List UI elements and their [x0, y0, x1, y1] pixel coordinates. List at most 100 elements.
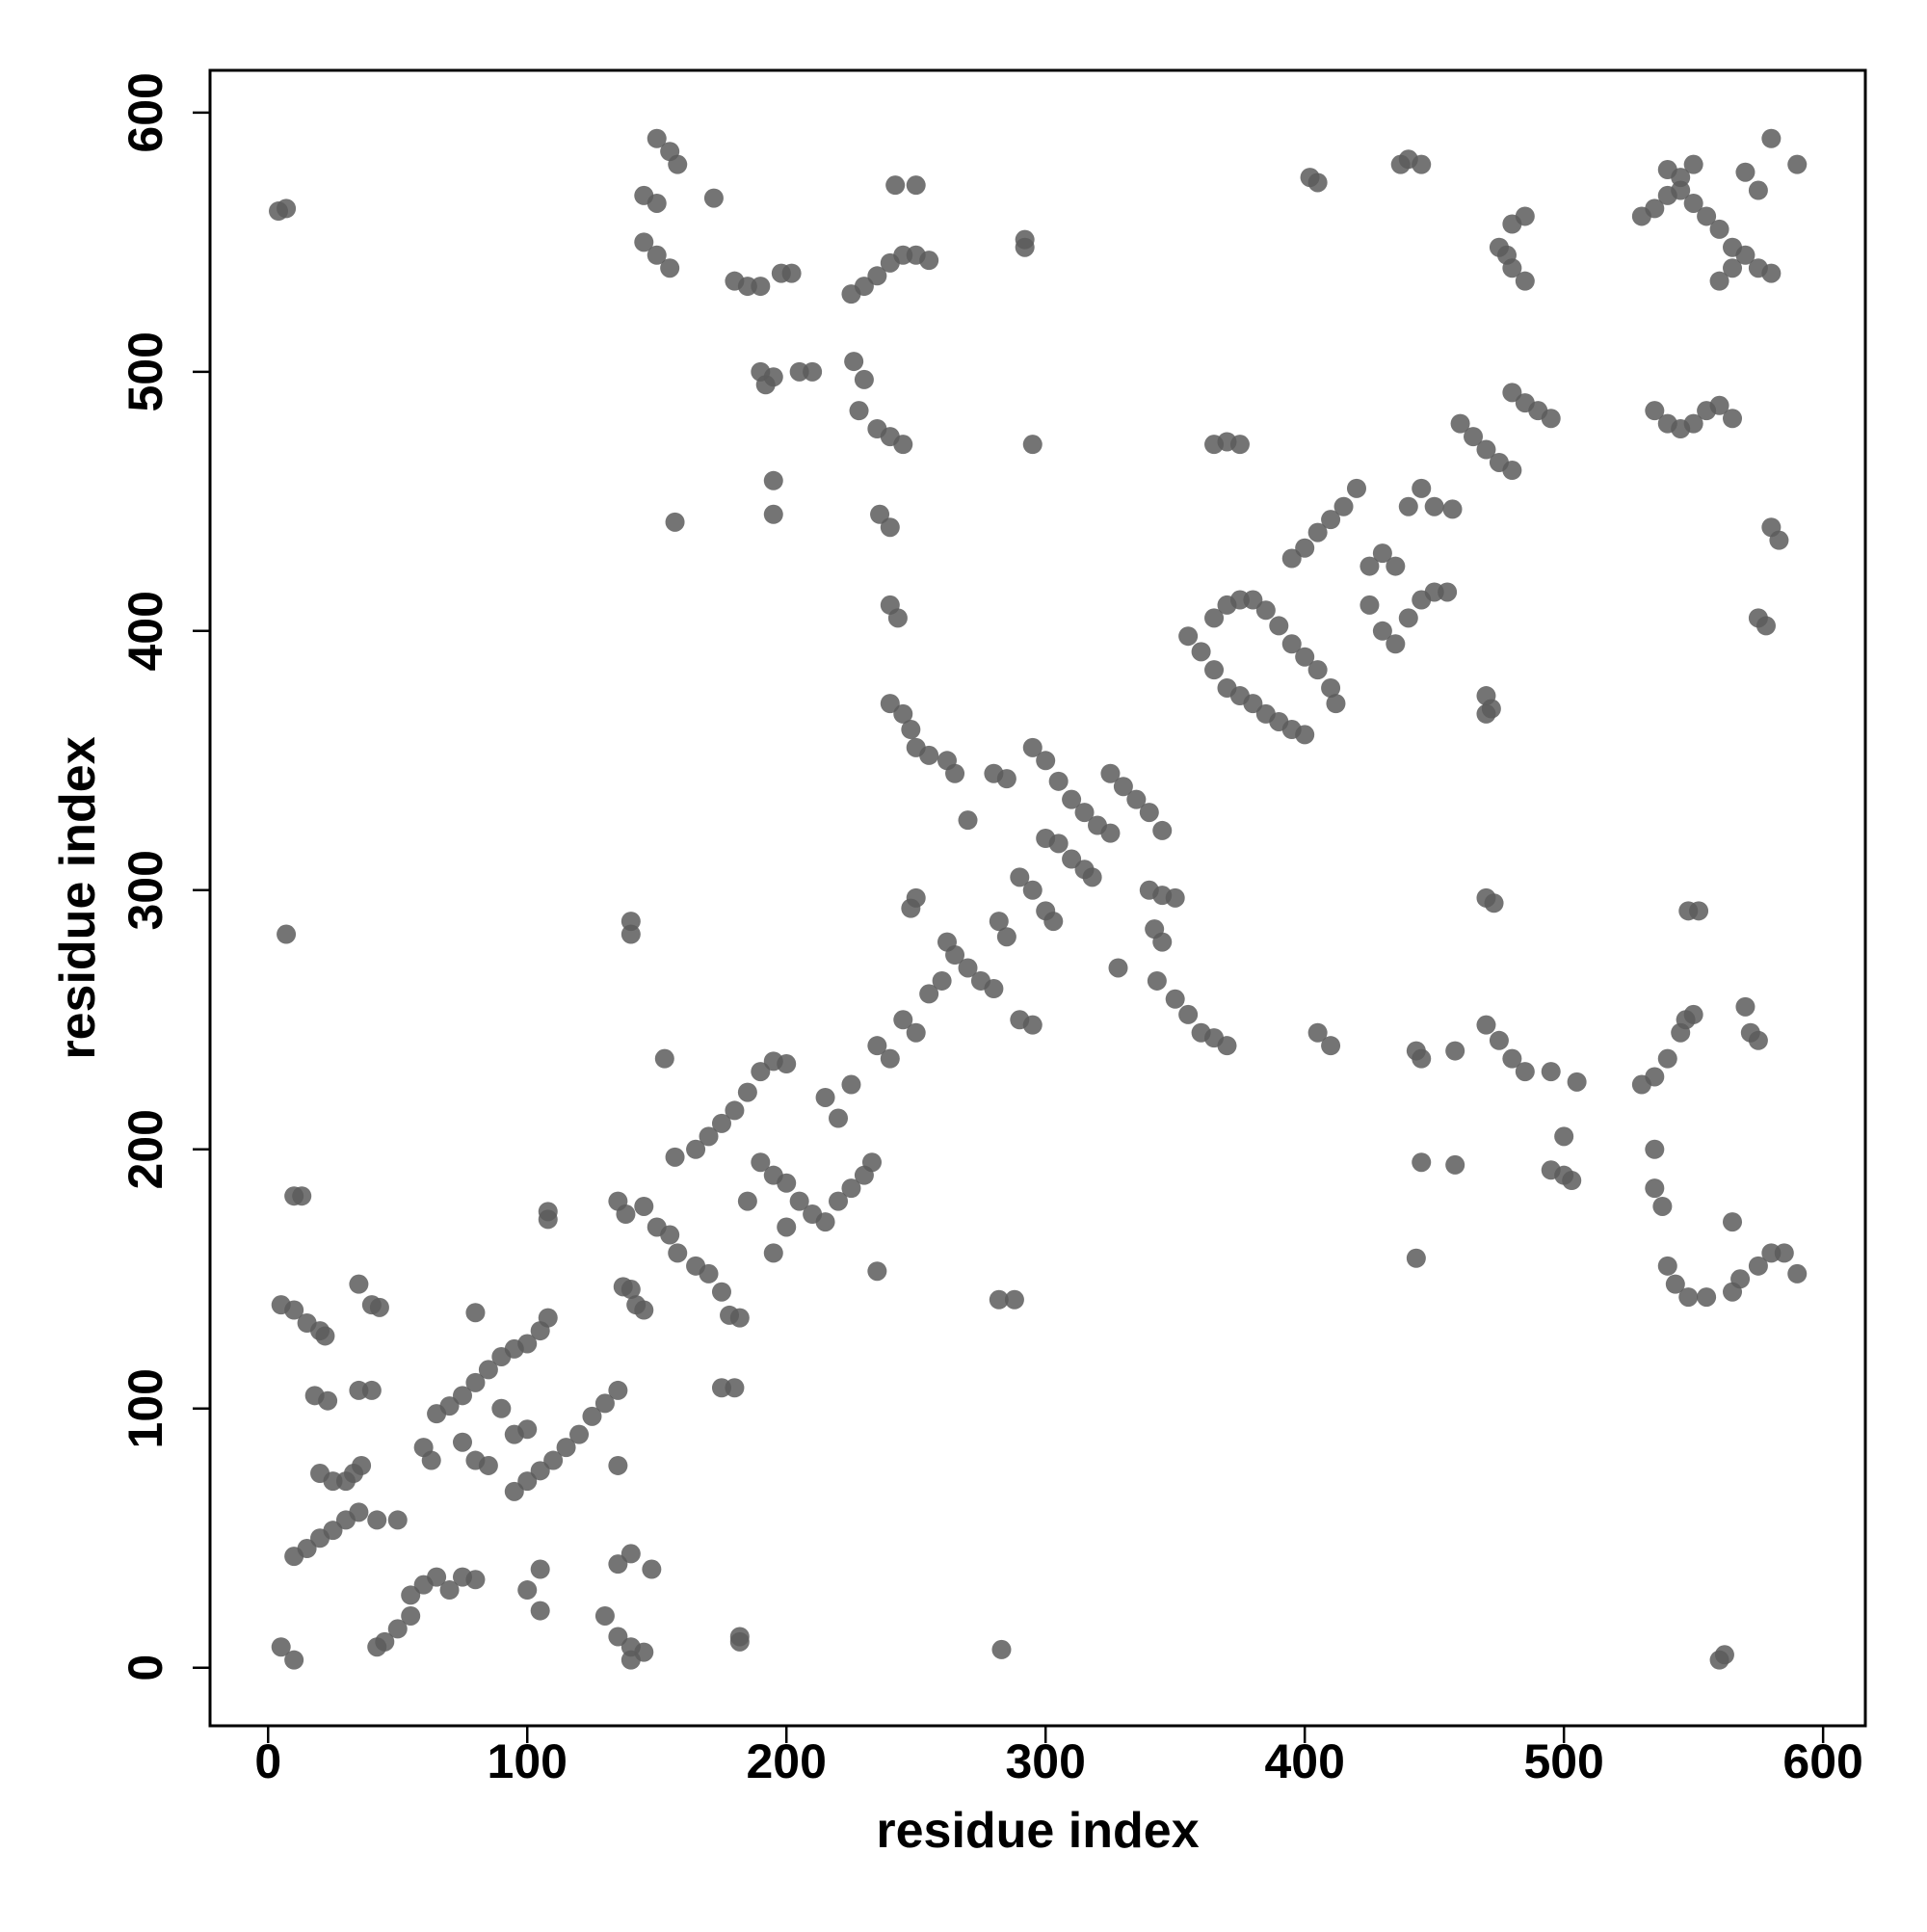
point	[737, 1082, 757, 1102]
point	[1165, 989, 1185, 1009]
point	[958, 810, 978, 831]
point	[1515, 206, 1535, 226]
point	[1178, 1004, 1199, 1024]
point	[1697, 206, 1717, 226]
point	[634, 1196, 654, 1216]
point	[620, 1544, 641, 1564]
point	[1723, 1212, 1743, 1232]
point	[1476, 439, 1496, 460]
point	[1243, 590, 1263, 610]
point	[1515, 1062, 1535, 1082]
point	[1554, 1126, 1574, 1147]
point	[1445, 1154, 1465, 1175]
point	[1683, 154, 1703, 174]
point	[789, 1191, 809, 1211]
point	[1307, 522, 1328, 543]
point	[751, 277, 771, 297]
point	[919, 745, 939, 765]
point	[284, 1650, 304, 1670]
y-tick-label: 0	[119, 1654, 172, 1681]
point	[349, 1502, 369, 1522]
point	[1165, 887, 1185, 908]
x-tick-label: 200	[747, 1734, 827, 1788]
point	[849, 401, 869, 421]
point	[996, 927, 1016, 947]
point	[991, 1639, 1012, 1659]
point	[1748, 180, 1768, 200]
point	[1697, 1287, 1717, 1308]
point	[1450, 413, 1470, 434]
point	[989, 1289, 1009, 1310]
point	[829, 1108, 849, 1128]
point	[867, 1036, 887, 1056]
point	[1147, 970, 1167, 991]
point	[1015, 229, 1035, 250]
point	[1281, 634, 1302, 654]
point	[867, 266, 887, 286]
point	[1022, 1015, 1043, 1035]
point	[465, 1570, 486, 1590]
point	[815, 1212, 835, 1232]
point	[538, 1209, 558, 1230]
point	[1126, 789, 1147, 809]
point	[1652, 1196, 1673, 1216]
point	[538, 1308, 558, 1328]
point	[1541, 409, 1561, 429]
point	[996, 769, 1016, 789]
point	[945, 763, 965, 783]
point	[1139, 803, 1159, 823]
point	[439, 1580, 460, 1601]
point	[1502, 461, 1522, 481]
point	[1386, 634, 1406, 654]
point	[1372, 543, 1392, 564]
point	[1398, 496, 1418, 516]
point	[1074, 803, 1095, 823]
point	[1022, 880, 1043, 900]
point	[367, 1637, 387, 1657]
point	[665, 512, 685, 532]
point	[1678, 1287, 1699, 1308]
point	[1730, 1269, 1751, 1289]
point	[1755, 616, 1776, 636]
point	[530, 1601, 550, 1621]
point	[841, 1074, 861, 1095]
point	[323, 1471, 343, 1492]
point	[699, 1263, 719, 1284]
point	[729, 1308, 750, 1328]
point	[582, 1406, 602, 1426]
point	[803, 361, 823, 382]
point	[387, 1619, 408, 1639]
x-tick-label: 0	[254, 1734, 281, 1788]
point	[1562, 1171, 1582, 1191]
point	[594, 1393, 615, 1414]
point	[1645, 401, 1665, 421]
point	[1346, 478, 1366, 498]
point	[318, 1390, 338, 1411]
point	[594, 1605, 615, 1626]
point	[1438, 582, 1458, 602]
point	[1412, 1152, 1432, 1173]
point	[1515, 271, 1535, 291]
point	[608, 1627, 628, 1647]
y-axis-label: residue index	[50, 736, 106, 1059]
point	[1022, 435, 1043, 455]
point	[1748, 1030, 1768, 1050]
point	[1769, 530, 1789, 550]
point	[517, 1419, 538, 1440]
point	[885, 175, 906, 196]
point	[608, 1455, 628, 1475]
y-tick-label: 100	[119, 1368, 172, 1448]
point	[297, 1539, 317, 1559]
point	[854, 369, 874, 389]
x-tick-label: 500	[1523, 1734, 1603, 1788]
point	[781, 263, 802, 283]
point	[1683, 1004, 1703, 1024]
point	[1541, 1062, 1561, 1082]
point	[427, 1567, 447, 1587]
point	[1424, 496, 1444, 516]
y-tick-label: 600	[119, 72, 172, 152]
point	[1229, 435, 1250, 455]
point	[763, 367, 783, 387]
point	[725, 1378, 745, 1398]
